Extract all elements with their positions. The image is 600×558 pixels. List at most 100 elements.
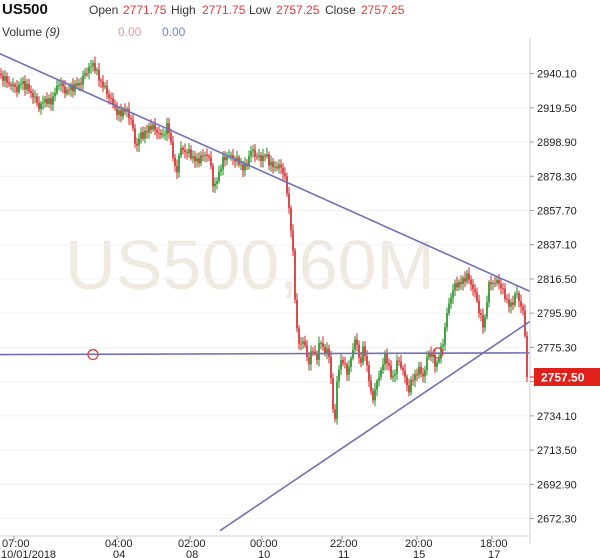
- candle-body: [278, 164, 280, 169]
- candle-body: [410, 379, 412, 393]
- trendline-anchor-marker[interactable]: [87, 348, 99, 361]
- candle-body: [184, 149, 186, 153]
- candle-body: [262, 155, 264, 162]
- candle-body: [510, 302, 512, 307]
- candle-body: [346, 364, 348, 375]
- candle-body: [444, 327, 446, 345]
- price-tick-label: 2940.10: [537, 69, 577, 81]
- candle-body: [312, 351, 314, 353]
- candle-body: [152, 124, 154, 130]
- candle-body: [464, 277, 466, 282]
- candle-body: [408, 385, 410, 393]
- candle-body: [406, 376, 408, 386]
- candle-body: [308, 357, 310, 365]
- candle-body: [290, 208, 292, 231]
- candle-body: [118, 110, 120, 115]
- candle-body: [112, 98, 114, 105]
- candle-body: [42, 102, 44, 104]
- candle-body: [384, 354, 386, 365]
- candle-body: [268, 154, 270, 166]
- candle-body: [176, 165, 178, 173]
- candle-body: [340, 360, 342, 370]
- candle-body: [280, 164, 282, 168]
- candle-body: [286, 176, 288, 194]
- trendline[interactable]: [0, 352, 531, 356]
- candle-body: [434, 354, 436, 367]
- candle-body: [76, 83, 78, 86]
- price-axis[interactable]: 2940.10 2919.50 2898.90 2878.30 2857.70 2837.…: [529, 38, 577, 544]
- candle-body: [270, 161, 272, 166]
- trendline[interactable]: [219, 320, 531, 532]
- candle-body: [124, 109, 126, 112]
- candle-body: [402, 367, 404, 371]
- candle-body: [256, 156, 258, 158]
- candle-body: [136, 143, 138, 146]
- candle-body: [332, 378, 334, 410]
- candle-body: [64, 86, 66, 94]
- candle-body: [154, 124, 156, 130]
- candle-body: [162, 134, 164, 136]
- candle-body: [432, 354, 434, 357]
- last-price-box: [534, 367, 600, 386]
- candle-body: [12, 84, 14, 87]
- candle-body: [240, 164, 242, 166]
- candle-body: [40, 103, 42, 109]
- candle-body: [452, 290, 454, 298]
- candle-body: [60, 83, 62, 86]
- date-tick-label: 04: [113, 549, 125, 558]
- candle-body: [438, 358, 440, 363]
- candle-body: [294, 250, 296, 300]
- candle-body: [396, 360, 398, 374]
- candle-body: [318, 343, 320, 360]
- candle-body: [242, 164, 244, 171]
- volume-label: Volume (9): [2, 25, 61, 39]
- candle-body: [146, 130, 148, 133]
- candle-body: [430, 353, 432, 357]
- candle-body: [400, 361, 402, 368]
- candle-body: [108, 94, 110, 98]
- candle-body: [142, 132, 144, 139]
- price-tick-label: 2857.70: [537, 205, 577, 217]
- candle-body: [382, 364, 384, 371]
- trendline-anchor-marker[interactable]: [432, 347, 444, 359]
- candle-body: [306, 345, 308, 358]
- high-label: High: [171, 3, 196, 17]
- candle-body: [178, 155, 180, 173]
- candle-body: [212, 165, 214, 187]
- trendline[interactable]: [0, 53, 531, 293]
- candle-body: [20, 84, 22, 86]
- volume-value-1: 0.00: [118, 25, 142, 39]
- candle-body: [22, 81, 24, 85]
- candle-body: [522, 306, 524, 311]
- close-value: 2757.25: [361, 3, 405, 17]
- high-value: 2771.75: [202, 3, 246, 17]
- candle-body: [70, 84, 72, 91]
- candle-body: [110, 97, 112, 99]
- candle-body: [416, 374, 418, 376]
- candle-body: [170, 133, 172, 142]
- candle-body: [94, 63, 96, 72]
- candle-body: [492, 283, 494, 285]
- candle-body: [116, 107, 118, 115]
- candle-body: [96, 69, 98, 72]
- candle-body: [276, 166, 278, 169]
- candle-body: [420, 366, 422, 374]
- candle-body: [66, 89, 68, 94]
- candle-body: [388, 363, 390, 366]
- candle-body: [316, 353, 318, 360]
- candle-body: [296, 299, 298, 329]
- candle-body: [292, 230, 294, 251]
- candle-body: [302, 341, 304, 344]
- candle-body: [32, 93, 34, 98]
- date-tick-label: 17: [488, 549, 500, 558]
- trendlines[interactable]: [0, 53, 531, 532]
- last-price-label: 2757.50: [541, 370, 585, 384]
- open-label: Open: [89, 3, 119, 17]
- candle-body: [48, 98, 50, 104]
- candle-body: [232, 155, 234, 159]
- candle-body: [348, 366, 350, 375]
- candle-body: [100, 80, 102, 82]
